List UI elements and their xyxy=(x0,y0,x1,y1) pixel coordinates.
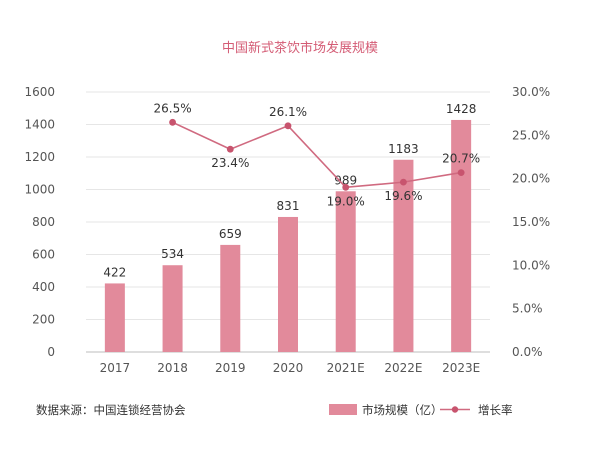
bar-value-label: 534 xyxy=(161,247,184,261)
legend: 市场规模（亿） 增长率 xyxy=(329,403,513,417)
growth-marker xyxy=(169,118,176,126)
line-data-labels: 26.5% 23.4% 26.1% 19.0% 19.6% 20.7% xyxy=(154,101,481,208)
x-tick-label: 2023E xyxy=(442,361,480,375)
legend-bar-swatch xyxy=(329,404,357,415)
right-tick-label: 25.0% xyxy=(512,128,550,142)
bar-value-label: 659 xyxy=(219,227,242,241)
growth-marker xyxy=(457,169,465,177)
growth-value-label: 19.0% xyxy=(327,194,365,208)
bar-series xyxy=(104,119,472,352)
growth-marker xyxy=(342,183,350,191)
growth-value-label: 26.5% xyxy=(154,101,192,115)
left-tick-label: 200 xyxy=(32,313,55,327)
x-tick-label: 2020 xyxy=(273,361,304,375)
bar-value-label: 831 xyxy=(277,199,300,213)
right-tick-label: 10.0% xyxy=(512,258,550,272)
right-tick-label: 5.0% xyxy=(512,302,543,316)
bar-data-labels: 422 534 659 831 989 1183 1428 xyxy=(103,102,476,279)
legend-line-marker xyxy=(451,406,459,413)
growth-value-label: 23.4% xyxy=(211,156,249,170)
growth-value-label: 20.7% xyxy=(442,152,480,166)
bar-value-label: 1428 xyxy=(446,102,477,116)
left-tick-label: 1600 xyxy=(24,85,55,99)
x-tick-label: 2022E xyxy=(384,361,422,375)
right-tick-label: 20.0% xyxy=(512,172,550,186)
left-axis: 0 200 400 600 800 1000 1200 1400 1600 xyxy=(24,85,55,359)
bar xyxy=(393,159,414,352)
right-tick-label: 30.0% xyxy=(512,85,550,99)
growth-line xyxy=(172,121,462,189)
legend-line-label: 增长率 xyxy=(478,403,513,417)
left-tick-label: 1200 xyxy=(24,150,55,164)
growth-value-label: 19.6% xyxy=(384,189,422,203)
x-tick-label: 2021E xyxy=(327,361,365,375)
source-note: 数据来源：中国连锁经营协会 xyxy=(36,403,186,417)
left-tick-label: 1000 xyxy=(24,183,55,197)
line-series xyxy=(169,118,465,191)
right-tick-label: 15.0% xyxy=(512,215,550,229)
growth-marker xyxy=(284,122,292,130)
bar xyxy=(451,119,472,352)
bar xyxy=(335,191,356,352)
x-axis: 2017 2018 2019 2020 2021E 2022E 2023E xyxy=(100,361,481,375)
bar-value-label: 422 xyxy=(103,265,126,279)
bar xyxy=(220,244,241,352)
x-tick-label: 2019 xyxy=(215,361,246,375)
left-tick-label: 600 xyxy=(32,248,55,262)
growth-marker xyxy=(226,145,234,153)
bar xyxy=(104,283,125,352)
left-tick-label: 0 xyxy=(47,345,55,359)
left-tick-label: 1400 xyxy=(24,118,55,132)
bar xyxy=(162,265,183,352)
growth-marker xyxy=(400,178,407,186)
x-tick-label: 2018 xyxy=(157,361,188,375)
left-tick-label: 800 xyxy=(32,215,55,229)
legend-bar-label: 市场规模（亿） xyxy=(362,403,443,417)
bar-value-label: 1183 xyxy=(388,142,419,156)
bar xyxy=(278,216,298,352)
right-tick-label: 0.0% xyxy=(512,345,543,359)
growth-value-label: 26.1% xyxy=(269,105,307,119)
right-axis: 0.0% 5.0% 10.0% 15.0% 20.0% 25.0% 30.0% xyxy=(512,85,550,359)
chart-title: 中国新式茶饮市场发展规模 xyxy=(222,40,378,56)
x-tick-label: 2017 xyxy=(100,361,131,375)
bar-value-label: 989 xyxy=(334,173,357,187)
left-tick-label: 400 xyxy=(32,280,55,294)
